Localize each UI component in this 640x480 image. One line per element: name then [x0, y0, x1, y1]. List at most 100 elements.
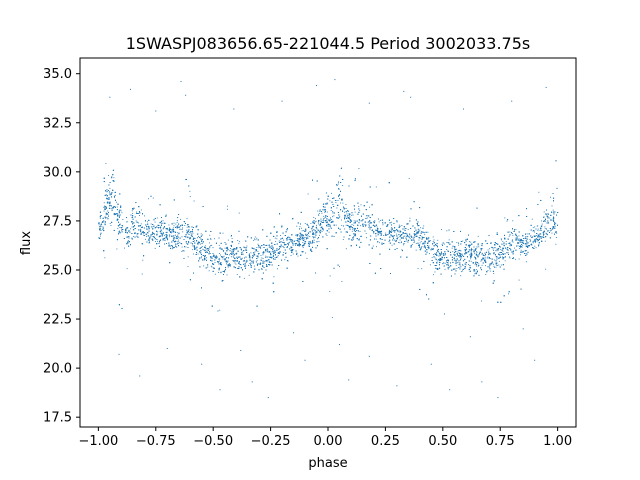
data-point	[280, 235, 281, 236]
data-point	[301, 230, 303, 232]
data-point	[439, 255, 441, 257]
data-point	[379, 231, 381, 233]
data-point	[424, 240, 426, 242]
data-point	[390, 234, 392, 236]
data-point	[312, 241, 314, 243]
data-point	[310, 223, 312, 224]
data-point	[460, 271, 462, 273]
data-point	[538, 191, 540, 193]
data-point	[347, 215, 349, 216]
data-point	[408, 236, 410, 238]
data-point	[520, 249, 522, 251]
data-point	[116, 201, 117, 203]
data-point	[507, 250, 509, 251]
data-point	[103, 210, 105, 212]
data-point	[518, 235, 520, 237]
data-point	[551, 232, 553, 234]
data-point	[493, 263, 495, 265]
data-point	[525, 236, 527, 238]
data-point	[458, 252, 460, 254]
data-point	[158, 236, 160, 238]
data-point	[360, 204, 362, 206]
data-point	[526, 241, 528, 243]
data-point	[235, 263, 237, 265]
data-point	[266, 249, 268, 251]
data-point	[493, 259, 495, 261]
data-point	[236, 260, 238, 262]
data-point	[199, 257, 200, 259]
data-point	[170, 232, 172, 234]
data-point	[415, 249, 417, 251]
data-point	[305, 241, 307, 242]
data-point	[187, 232, 189, 234]
data-point	[452, 251, 454, 253]
data-point	[331, 317, 333, 318]
data-point	[260, 248, 262, 250]
data-point	[132, 212, 134, 214]
data-point	[460, 250, 462, 252]
data-point	[276, 238, 278, 240]
data-point	[175, 234, 176, 236]
data-point	[417, 268, 419, 269]
data-point	[106, 217, 108, 219]
data-point	[297, 255, 299, 257]
data-point	[456, 260, 458, 262]
data-point	[515, 229, 517, 231]
data-point	[303, 244, 305, 246]
data-point	[358, 205, 360, 207]
data-point	[246, 245, 248, 247]
data-point	[205, 245, 207, 247]
data-point	[283, 239, 285, 241]
data-point	[437, 251, 439, 253]
data-point	[299, 239, 301, 241]
data-point	[446, 249, 448, 250]
data-point	[521, 238, 522, 240]
data-point	[372, 229, 373, 231]
data-point	[476, 251, 477, 253]
data-point	[511, 233, 513, 234]
data-point	[197, 237, 198, 239]
data-point	[459, 256, 461, 258]
data-point	[104, 222, 106, 224]
data-point	[299, 237, 301, 239]
data-point	[546, 214, 547, 216]
data-point	[417, 225, 419, 227]
data-point	[328, 231, 330, 233]
data-point	[547, 230, 549, 232]
data-point	[298, 244, 300, 246]
data-point	[421, 268, 423, 270]
data-point	[187, 256, 189, 258]
data-point	[549, 230, 551, 232]
data-point	[428, 241, 430, 243]
data-point	[509, 245, 511, 247]
data-point	[485, 265, 486, 267]
data-point	[504, 260, 506, 262]
data-point	[209, 234, 211, 236]
data-point	[535, 241, 536, 243]
data-point	[403, 235, 405, 237]
data-point	[278, 248, 280, 250]
data-point	[391, 230, 393, 232]
data-point	[201, 256, 203, 258]
data-point	[307, 193, 309, 195]
data-point	[501, 250, 503, 251]
data-point	[443, 265, 445, 267]
data-point	[456, 242, 458, 244]
data-point	[236, 273, 238, 275]
data-point	[253, 255, 255, 257]
data-point	[246, 250, 248, 251]
data-point	[119, 215, 121, 217]
data-point	[531, 218, 533, 220]
data-point	[532, 242, 534, 244]
data-point	[411, 244, 413, 245]
data-point	[419, 230, 421, 232]
data-point	[114, 214, 116, 216]
data-point	[315, 224, 317, 226]
data-point	[165, 214, 167, 216]
data-point	[228, 254, 230, 256]
data-point	[487, 256, 489, 258]
data-point	[283, 252, 285, 253]
data-point	[433, 274, 434, 276]
data-point	[434, 271, 436, 273]
data-point	[227, 266, 229, 268]
